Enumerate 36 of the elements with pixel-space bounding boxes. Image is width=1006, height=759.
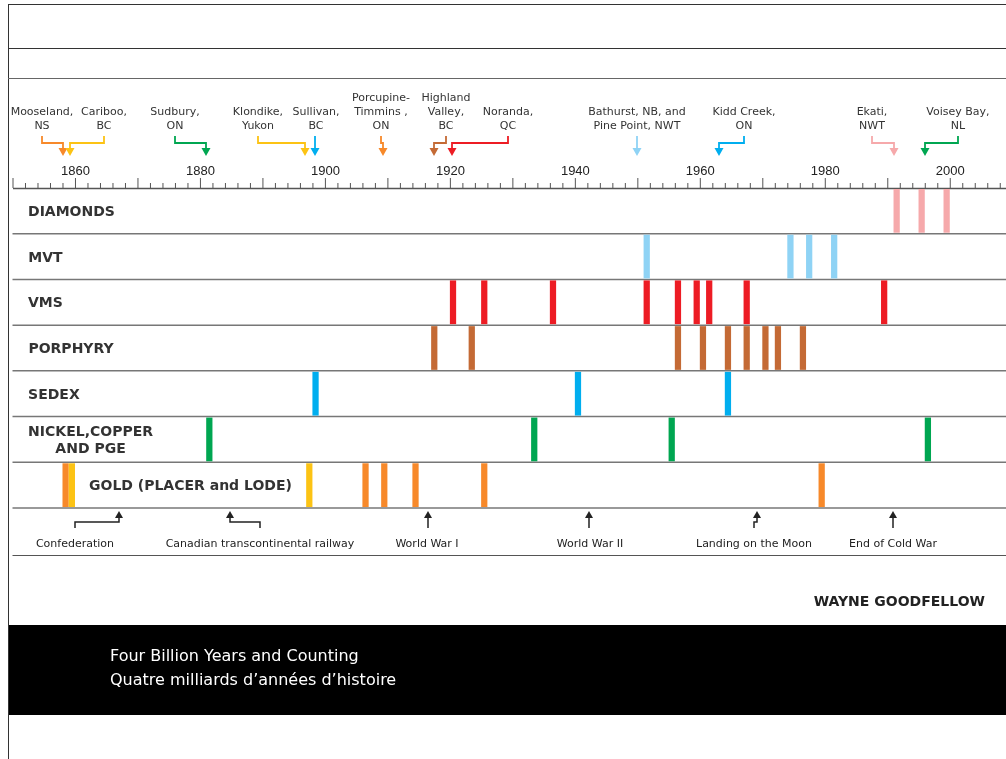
- x-tick-label: 1860: [61, 163, 90, 178]
- text: Porcupine- Timmins , ON: [351, 91, 411, 132]
- text: Mooseland, NS: [10, 105, 74, 132]
- text: Landing on the Moon: [696, 537, 813, 550]
- text: Sudbury, ON: [150, 105, 200, 132]
- y-tick-label: VMS: [28, 294, 63, 311]
- text: Noranda, QC: [482, 105, 534, 132]
- x-tick-label: 1880: [185, 163, 215, 178]
- y-tick-label: DIAMONDS: [28, 202, 115, 219]
- y-tick-label: GOLD (PLACER and LODE): [88, 477, 292, 494]
- text: Bathurst, NB, and Pine Point, NWT: [588, 105, 686, 132]
- text: Kidd Creek, ON: [712, 105, 776, 132]
- x-tick-label: 2000: [935, 163, 965, 178]
- text: End of Cold War: [849, 537, 938, 550]
- y-tick-label: SEDEX: [28, 385, 80, 402]
- text: Canadian transcontinental railway: [165, 537, 355, 550]
- x-tick-label: 1920: [435, 163, 465, 178]
- x-tick-label: 1960: [685, 163, 715, 178]
- text: Klondike, Yukon: [232, 105, 284, 132]
- text: WAYNE GOODFELLOW: [813, 593, 985, 609]
- x-tick-label: 1900: [310, 163, 340, 178]
- text: Quatre milliards d’années d’histoire: [110, 670, 397, 689]
- text: Sullivan, BC: [292, 105, 340, 132]
- text: Four Billion Years and Counting: [110, 646, 359, 665]
- text: Cariboo, BC: [81, 105, 127, 132]
- text: Ekati, NWT: [856, 105, 888, 132]
- y-tick-label: PORPHYRY: [28, 340, 115, 356]
- text: Confederation: [35, 537, 115, 550]
- text: World War II: [556, 537, 624, 550]
- text: World War I: [395, 537, 459, 550]
- x-tick-label: 1940: [560, 163, 590, 178]
- text: Voisey Bay, NL: [926, 105, 990, 132]
- x-tick-label: 1980: [810, 163, 840, 178]
- y-tick-label: NICKEL,COPPER AND PGE: [28, 422, 154, 456]
- y-tick-label: MVT: [28, 248, 63, 265]
- text: Highland Valley, BC: [421, 91, 471, 132]
